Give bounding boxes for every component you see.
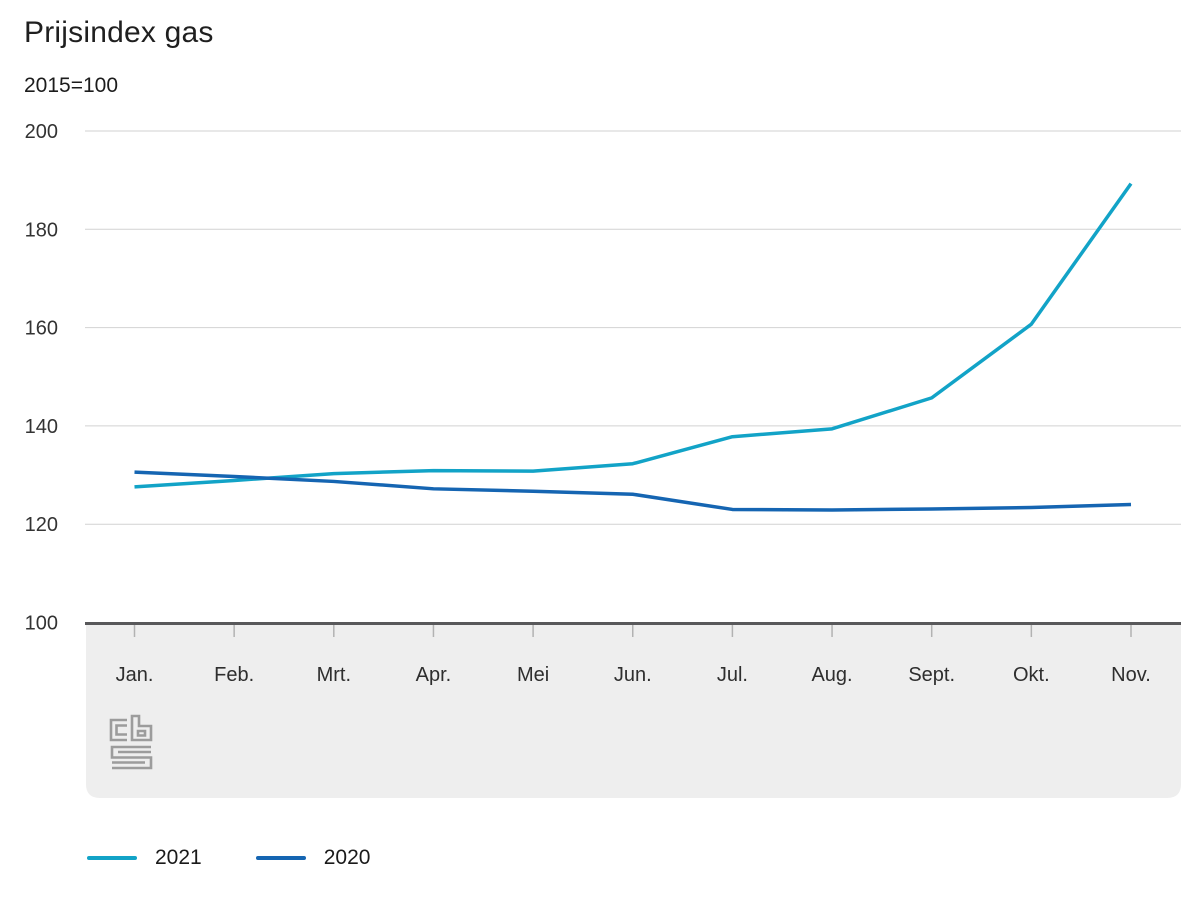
- series-line-2021[interactable]: [134, 182, 1133, 489]
- cbs-logo-s-outer: [110, 745, 153, 770]
- x-tick-label-8: Aug.: [811, 664, 852, 686]
- series-line-2020[interactable]: [134, 470, 1132, 512]
- x-tick-label-11: Nov.: [1111, 664, 1151, 686]
- cbs-logo: [109, 714, 153, 770]
- x-tick-label-5: Mei: [517, 664, 549, 686]
- y-tick-label-120: 120: [25, 514, 58, 536]
- x-tick-label-6: Jun.: [614, 664, 652, 686]
- x-tick-label-1: Jan.: [116, 664, 154, 686]
- legend: 2021 2020: [87, 843, 370, 873]
- y-tick-label-140: 140: [25, 416, 58, 438]
- cbs-logo-b-inner: [136, 729, 147, 737]
- x-tick-label-4: Apr.: [416, 664, 452, 686]
- chart-subtitle: 2015=100: [24, 74, 119, 97]
- x-tick-label-9: Sept.: [908, 664, 955, 686]
- legend-swatch-2020: [255, 856, 306, 860]
- line-chart-plot: 100 120 140 160 180 200 Jan. Feb. Mrt. Apr. Mei Jun…: [25, 121, 1181, 798]
- legend-swatch-2021: [87, 856, 137, 860]
- x-tick-label-7: Jul.: [717, 664, 748, 686]
- y-tick-label-100: 100: [25, 613, 58, 635]
- y-tick-label-180: 180: [25, 219, 58, 241]
- x-axis-band: [86, 625, 1181, 798]
- legend-item-2020[interactable]: 2020: [255, 843, 371, 873]
- cbs-logo-c-inner: [115, 724, 127, 736]
- x-tick-label-10: Okt.: [1013, 664, 1050, 686]
- cbs-logo-b-outer: [130, 714, 153, 742]
- chart-title: Prijsindex gas: [24, 16, 214, 49]
- x-tick-label-2: Feb.: [214, 664, 254, 686]
- cbs-logo-c-outer: [109, 718, 127, 742]
- y-tick-label-160: 160: [25, 318, 58, 340]
- x-tick-label-3: Mrt.: [317, 664, 351, 686]
- legend-label-2020: 2020: [323, 846, 371, 869]
- y-tick-label-200: 200: [25, 121, 58, 143]
- legend-label-2021: 2021: [155, 846, 202, 869]
- legend-item-2021[interactable]: 2021: [87, 843, 202, 873]
